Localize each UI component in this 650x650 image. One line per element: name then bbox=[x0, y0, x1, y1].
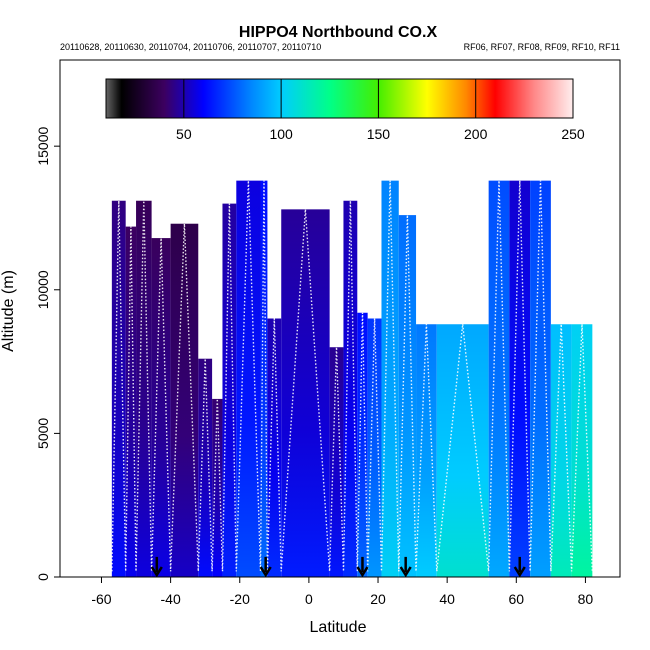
data-column bbox=[111, 200, 126, 577]
flight-arrow-head bbox=[356, 566, 369, 578]
x-axis-label: Latitude bbox=[310, 619, 367, 636]
y-tick-label: 10000 bbox=[35, 270, 51, 309]
data-column bbox=[151, 238, 171, 578]
data-column bbox=[170, 223, 199, 577]
y-tick-label: 0 bbox=[35, 573, 51, 581]
x-tick-label: -20 bbox=[230, 591, 250, 607]
plot-frame bbox=[59, 59, 621, 578]
data-column bbox=[381, 180, 399, 577]
plot-area bbox=[111, 180, 593, 578]
colorbar-gradient bbox=[105, 78, 574, 119]
axes: -60 -40 -20 0 20 40 60 80 0 5000 10000 15000 bbox=[35, 59, 621, 607]
data-column bbox=[136, 200, 152, 577]
data-column bbox=[436, 324, 489, 577]
colorbar-tick-label: 50 bbox=[176, 126, 192, 142]
x-tick-label: 0 bbox=[305, 591, 313, 607]
y-tick-label: 15000 bbox=[35, 126, 51, 165]
flight-arrow-head bbox=[513, 566, 526, 578]
data-column bbox=[488, 180, 510, 577]
x-tick-label: 40 bbox=[439, 591, 455, 607]
data-column bbox=[198, 358, 213, 577]
data-column bbox=[267, 318, 282, 577]
colorbar-tick-label: 100 bbox=[269, 126, 293, 142]
data-column bbox=[398, 215, 417, 577]
data-column bbox=[125, 226, 137, 578]
flight-arrow-head bbox=[399, 566, 412, 578]
x-tick-label: -40 bbox=[161, 591, 181, 607]
data-column bbox=[530, 180, 551, 577]
data-column bbox=[212, 398, 223, 577]
y-tick-label: 5000 bbox=[35, 418, 51, 449]
x-tick-label: 80 bbox=[578, 591, 594, 607]
chart-subtitle-flights: RF06, RF07, RF08, RF09, RF10, RF11 bbox=[464, 42, 620, 52]
data-column bbox=[509, 180, 531, 577]
chart-subtitle-dates: 20110628, 20110630, 20110704, 20110706, … bbox=[60, 42, 321, 52]
flight-arrow-head bbox=[150, 566, 163, 578]
y-axis-label: Altitude (m) bbox=[0, 270, 17, 352]
data-column bbox=[357, 312, 368, 577]
flight-arrow-head bbox=[259, 566, 272, 578]
colorbar-tick-label: 150 bbox=[367, 126, 391, 142]
data-column bbox=[367, 318, 382, 577]
colorbar-tick-label: 250 bbox=[561, 126, 585, 142]
x-tick-label: 20 bbox=[370, 591, 386, 607]
flight-track bbox=[111, 180, 593, 572]
x-tick-label: 60 bbox=[509, 591, 525, 607]
x-tick-label: -60 bbox=[91, 591, 111, 607]
data-column bbox=[281, 209, 330, 577]
data-column bbox=[416, 324, 437, 577]
colorbar-tick-label: 200 bbox=[464, 126, 488, 142]
data-column bbox=[329, 347, 344, 577]
data-column bbox=[343, 200, 358, 577]
data-column bbox=[571, 324, 593, 577]
colorbar: 50 100 150 200 250 bbox=[105, 78, 585, 142]
data-column bbox=[260, 180, 268, 577]
data-column bbox=[550, 324, 572, 577]
chart-title: HIPPO4 Northbound CO.X bbox=[239, 24, 438, 41]
data-column bbox=[236, 180, 261, 577]
data-column bbox=[222, 203, 237, 577]
